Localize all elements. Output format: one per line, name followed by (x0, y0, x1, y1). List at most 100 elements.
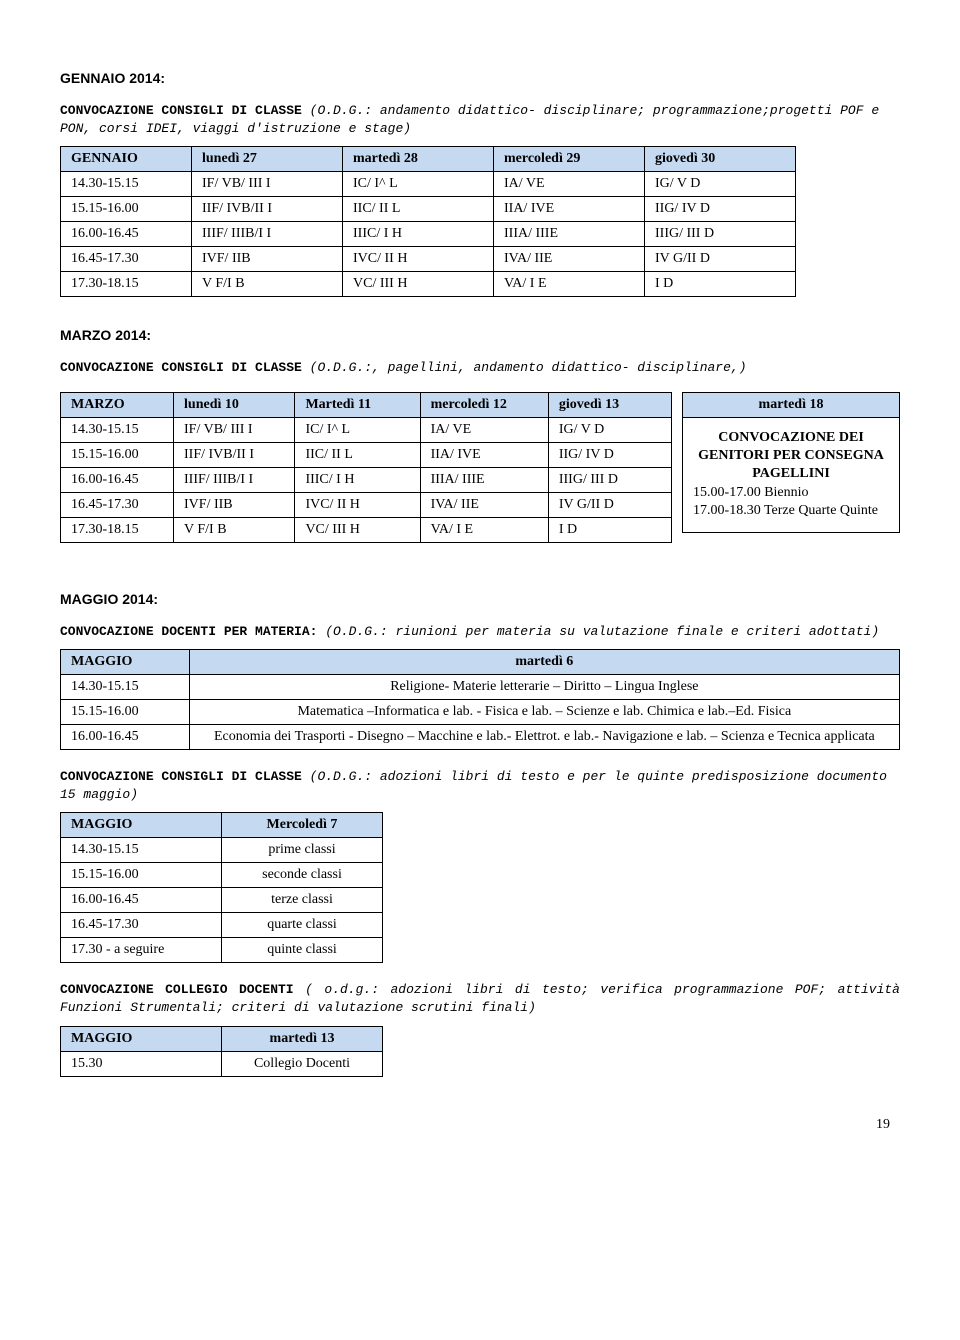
table-cell: IIIA/ IIIE (420, 467, 548, 492)
marzo-conv-bold: CONVOCAZIONE CONSIGLI DI CLASSE (60, 360, 310, 375)
marzo-table: MARZO lunedì 10 Martedì 11 mercoledì 12 … (60, 392, 672, 543)
table-cell: VC/ III H (295, 517, 420, 542)
table-cell: quinte classi (222, 938, 383, 963)
table-cell: IVA/ IIE (420, 492, 548, 517)
table-cell: VC/ III H (343, 272, 494, 297)
table-cell: IIA/ IVE (494, 197, 645, 222)
table-cell: IV G/II D (645, 247, 796, 272)
side-bold: GENITORI PER CONSEGNA (693, 447, 889, 465)
table-cell: IF/ VB/ III I (174, 417, 295, 442)
table-cell: IIIF/ IIIB/I I (174, 467, 295, 492)
table-cell: I D (645, 272, 796, 297)
table-cell: 14.30-15.15 (61, 838, 222, 863)
table-header: mercoledì 29 (494, 147, 645, 172)
table-cell: IC/ I^ L (343, 172, 494, 197)
table-cell: prime classi (222, 838, 383, 863)
gennaio-convocazione: CONVOCAZIONE CONSIGLI DI CLASSE (O.D.G.:… (60, 102, 900, 138)
table-cell: 16.00-16.45 (61, 467, 174, 492)
table-cell: IVF/ IIB (192, 247, 343, 272)
table-cell: IIIA/ IIIE (494, 222, 645, 247)
table-cell: 15.15-16.00 (61, 863, 222, 888)
marzo-convocazione: CONVOCAZIONE CONSIGLI DI CLASSE (O.D.G.:… (60, 359, 900, 377)
table-cell: IG/ V D (645, 172, 796, 197)
table-cell: 14.30-15.15 (61, 172, 192, 197)
table-header: MAGGIO (61, 1026, 222, 1051)
table-header: lunedì 27 (192, 147, 343, 172)
side-line: 17.00-18.30 Terze Quarte Quinte (693, 503, 878, 518)
table-header: martedì 6 (189, 649, 899, 674)
side-bold: CONVOCAZIONE DEI (693, 429, 889, 447)
table-cell: IG/ V D (548, 417, 671, 442)
table-cell: 16.00-16.45 (61, 888, 222, 913)
maggio-title: MAGGIO 2014: (60, 591, 900, 607)
maggio-col-bold: CONVOCAZIONE COLLEGIO DOCENTI (60, 982, 305, 997)
maggio-collegio-table: MAGGIO martedì 13 15.30Collegio Docenti (60, 1026, 383, 1077)
table-cell: quarte classi (222, 913, 383, 938)
table-cell: V F/I B (192, 272, 343, 297)
side-bold: PAGELLINI (693, 465, 889, 483)
table-cell: 15.30 (61, 1051, 222, 1076)
maggio-mat-bold: CONVOCAZIONE DOCENTI PER MATERIA: (60, 624, 325, 639)
table-cell: 14.30-15.15 (61, 674, 190, 699)
table-cell: IIF/ IVB/II I (192, 197, 343, 222)
table-cell: VA/ I E (494, 272, 645, 297)
table-cell: IF/ VB/ III I (192, 172, 343, 197)
table-cell: 16.00-16.45 (61, 222, 192, 247)
table-header: Martedì 11 (295, 392, 420, 417)
table-cell: Religione- Materie letterarie – Diritto … (189, 674, 899, 699)
table-cell: IIG/ IV D (645, 197, 796, 222)
table-cell: IVC/ II H (295, 492, 420, 517)
table-cell: Economia dei Trasporti - Disegno – Macch… (189, 724, 899, 749)
table-cell: Collegio Docenti (222, 1051, 383, 1076)
table-header: Mercoledì 7 (222, 813, 383, 838)
table-cell: seconde classi (222, 863, 383, 888)
table-cell: VA/ I E (420, 517, 548, 542)
table-header: martedì 13 (222, 1026, 383, 1051)
table-cell: IIIC/ I H (343, 222, 494, 247)
table-cell: 15.15-16.00 (61, 197, 192, 222)
gennaio-title: GENNAIO 2014: (60, 70, 900, 86)
table-cell: 15.15-16.00 (61, 699, 190, 724)
table-cell: 14.30-15.15 (61, 417, 174, 442)
maggio-classe: CONVOCAZIONE CONSIGLI DI CLASSE (O.D.G.:… (60, 768, 900, 804)
table-cell: 16.45-17.30 (61, 247, 192, 272)
maggio-mat-italic: (O.D.G.: riunioni per materia su valutaz… (325, 624, 879, 639)
table-cell: 17.30 - a seguire (61, 938, 222, 963)
maggio-materia-table: MAGGIO martedì 6 14.30-15.15Religione- M… (60, 649, 900, 750)
table-cell: IIG/ IV D (548, 442, 671, 467)
table-header: giovedì 13 (548, 392, 671, 417)
maggio-cls-bold: CONVOCAZIONE CONSIGLI DI CLASSE (60, 769, 310, 784)
maggio-collegio: CONVOCAZIONE COLLEGIO DOCENTI ( o.d.g.: … (60, 981, 900, 1017)
marzo-side-table: martedì 18 CONVOCAZIONE DEI GENITORI PER… (682, 392, 900, 533)
table-cell: IVC/ II H (343, 247, 494, 272)
table-header: giovedì 30 (645, 147, 796, 172)
table-cell: 15.15-16.00 (61, 442, 174, 467)
table-cell: IIIG/ III D (645, 222, 796, 247)
table-cell: IIF/ IVB/II I (174, 442, 295, 467)
table-header: martedì 28 (343, 147, 494, 172)
table-header: mercoledì 12 (420, 392, 548, 417)
table-cell: IV G/II D (548, 492, 671, 517)
table-cell: 16.00-16.45 (61, 724, 190, 749)
table-cell: 17.30-18.15 (61, 517, 174, 542)
table-cell: IIC/ II L (343, 197, 494, 222)
table-cell: IIIF/ IIIB/I I (192, 222, 343, 247)
table-cell: IIIG/ III D (548, 467, 671, 492)
marzo-conv-italic: (O.D.G.:, pagellini, andamento didattico… (310, 360, 747, 375)
side-cell: CONVOCAZIONE DEI GENITORI PER CONSEGNA P… (683, 417, 900, 532)
table-cell: IIIC/ I H (295, 467, 420, 492)
table-cell: 17.30-18.15 (61, 272, 192, 297)
maggio-materia: CONVOCAZIONE DOCENTI PER MATERIA: (O.D.G… (60, 623, 900, 641)
table-cell: IVF/ IIB (174, 492, 295, 517)
table-cell: I D (548, 517, 671, 542)
table-cell: IVA/ IIE (494, 247, 645, 272)
table-cell: V F/I B (174, 517, 295, 542)
gennaio-table: GENNAIO lunedì 27 martedì 28 mercoledì 2… (60, 146, 796, 297)
side-line: 15.00-17.00 Biennio (693, 485, 809, 500)
gennaio-conv-bold: CONVOCAZIONE CONSIGLI DI CLASSE (60, 103, 310, 118)
table-header: MAGGIO (61, 649, 190, 674)
table-header: lunedì 10 (174, 392, 295, 417)
table-cell: IA/ VE (420, 417, 548, 442)
table-cell: Matematica –Informatica e lab. - Fisica … (189, 699, 899, 724)
page-number: 19 (60, 1117, 900, 1133)
